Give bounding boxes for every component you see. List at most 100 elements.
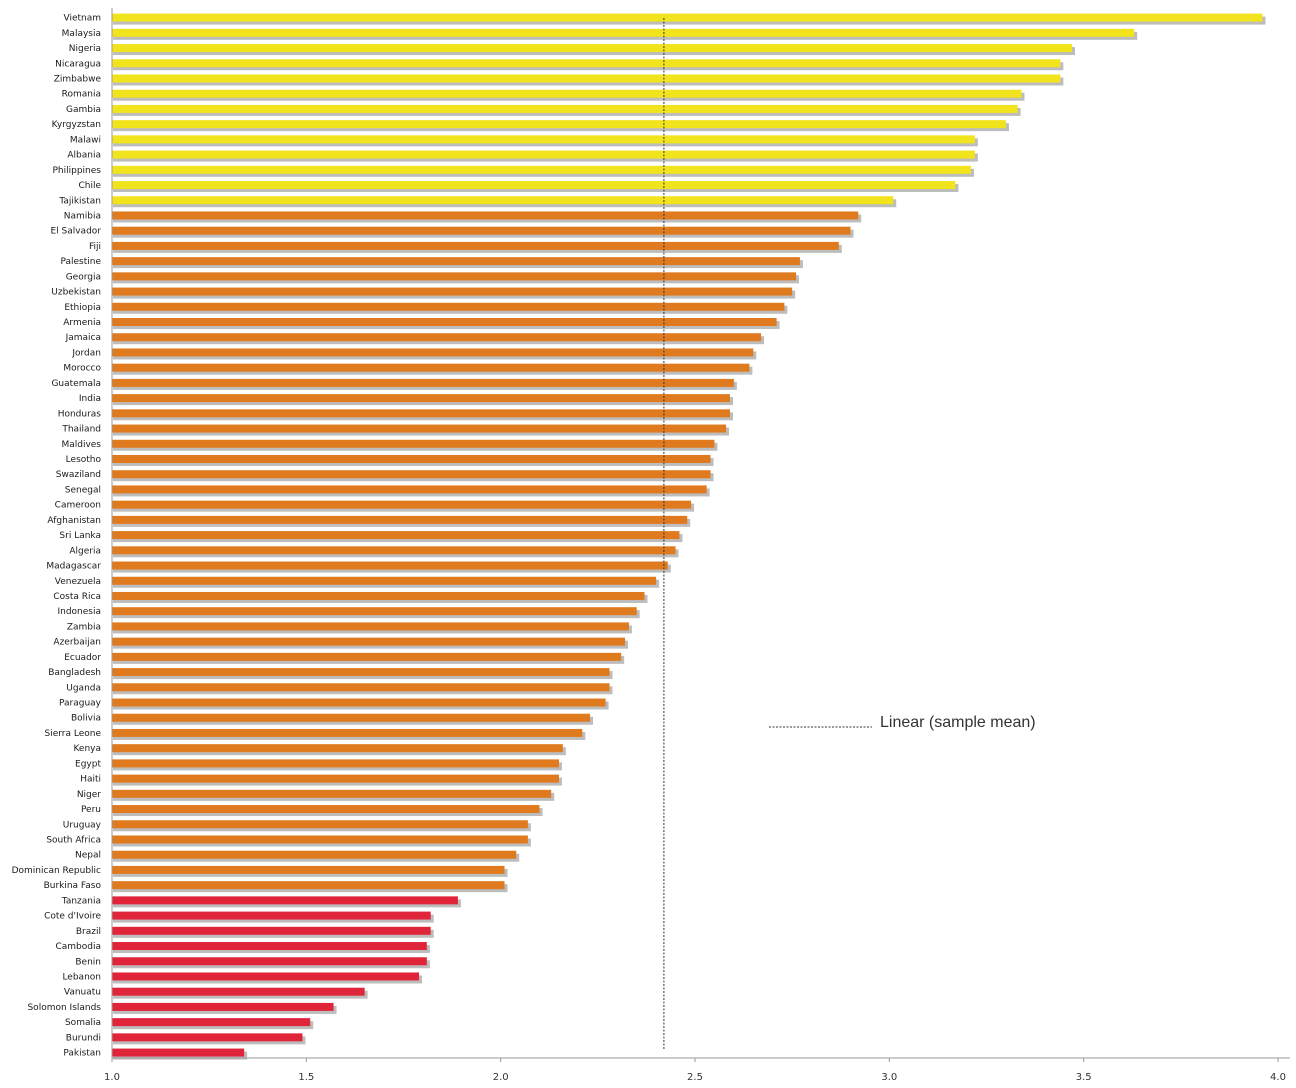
- bar: [112, 120, 1006, 129]
- bar: [112, 485, 707, 494]
- bar: [112, 13, 1263, 22]
- category-label: Venezuela: [55, 577, 101, 587]
- category-label: Fiji: [89, 242, 101, 252]
- bar: [112, 789, 552, 798]
- bar: [112, 698, 606, 707]
- bar: [112, 424, 727, 433]
- category-label: Lesotho: [66, 455, 102, 465]
- bar: [112, 957, 427, 966]
- category-label: Zimbabwe: [54, 74, 102, 84]
- category-label: Brazil: [76, 927, 101, 937]
- bar: [112, 637, 626, 646]
- category-label: Peru: [81, 805, 101, 815]
- bar: [112, 865, 505, 874]
- bar: [112, 942, 427, 951]
- category-label: Indonesia: [57, 607, 101, 617]
- category-label: Solomon Islands: [27, 1003, 101, 1013]
- bar: [112, 165, 971, 174]
- x-tick-label: 1.0: [104, 1072, 120, 1083]
- category-label: Chile: [78, 181, 101, 191]
- category-label: Georgia: [66, 272, 101, 282]
- bar: [112, 622, 629, 631]
- category-label: Niger: [77, 790, 101, 800]
- category-label: Cambodia: [55, 942, 101, 952]
- category-label: Kyrgyzstan: [52, 120, 101, 130]
- category-label: Malaysia: [62, 29, 101, 39]
- category-label: Madagascar: [46, 562, 101, 572]
- category-label: Sri Lanka: [59, 531, 101, 541]
- bar: [112, 561, 668, 570]
- bar: [112, 59, 1061, 68]
- bar: [112, 394, 730, 403]
- category-labels: Vietnam Malaysia Nigeria Nicaragua Zimbabwe R…: [12, 14, 102, 1059]
- category-label: Senegal: [65, 485, 101, 495]
- bar: [112, 972, 420, 981]
- bar: [112, 439, 715, 448]
- category-label: India: [79, 394, 101, 404]
- category-label: Ecuador: [64, 653, 101, 663]
- bar: [112, 241, 839, 250]
- x-tick-label: 2.5: [687, 1072, 703, 1083]
- bar: [112, 272, 797, 281]
- bar: [112, 74, 1061, 83]
- bar: [112, 500, 692, 509]
- category-label: Afghanistan: [47, 516, 101, 526]
- x-tick-label: 2.0: [493, 1072, 509, 1083]
- bar: [112, 181, 956, 190]
- category-label: Thailand: [61, 425, 101, 435]
- category-label: South Africa: [46, 835, 101, 845]
- category-label: Burundi: [66, 1033, 101, 1043]
- bar: [112, 226, 851, 235]
- bar: [112, 104, 1018, 113]
- bars-group: [112, 13, 1266, 1060]
- category-label: Bolivia: [71, 714, 101, 724]
- bar: [112, 470, 711, 479]
- category-label: Somalia: [65, 1018, 101, 1028]
- bar: [112, 881, 505, 890]
- category-label: Uzbekistan: [51, 288, 101, 298]
- bar: [112, 728, 583, 737]
- category-label: Honduras: [58, 409, 102, 419]
- bar: [112, 378, 734, 387]
- bar: [112, 363, 750, 372]
- bar: [112, 911, 431, 920]
- bar: [112, 409, 730, 418]
- category-label: Morocco: [63, 364, 101, 374]
- category-label: Jordan: [71, 348, 101, 358]
- category-label: Cote d'Ivoire: [44, 912, 101, 922]
- category-label: Uruguay: [63, 820, 102, 830]
- bar: [112, 576, 657, 585]
- bar: [112, 28, 1135, 37]
- bar: [112, 515, 688, 524]
- x-tick-label: 3.5: [1076, 1072, 1092, 1083]
- category-label: Cameroon: [55, 501, 101, 511]
- bar: [112, 835, 528, 844]
- bar: [112, 135, 975, 144]
- bar: [112, 287, 793, 296]
- category-label: Armenia: [63, 318, 101, 328]
- bar: [112, 713, 591, 722]
- category-label: Benin: [75, 957, 101, 967]
- category-label: Azerbaijan: [53, 638, 101, 648]
- category-label: Burkina Faso: [44, 881, 102, 891]
- x-axis-ticks: 1.0 1.5 2.0 2.5 3.0 3.5 4.0: [104, 1058, 1286, 1083]
- category-label: Nigeria: [69, 44, 101, 54]
- bar: [112, 668, 610, 677]
- bar: [112, 987, 365, 996]
- category-label: Romania: [62, 90, 101, 100]
- category-label: Philippines: [53, 166, 102, 176]
- category-label: Tajikistan: [58, 196, 101, 206]
- category-label: Namibia: [64, 211, 101, 221]
- category-label: El Salvador: [50, 227, 101, 237]
- category-label: Haiti: [80, 775, 101, 785]
- bar: [112, 774, 559, 783]
- bar: [112, 1048, 245, 1057]
- bar: [112, 196, 894, 205]
- category-label: Dominican Republic: [12, 866, 101, 876]
- x-tick-label: 4.0: [1270, 1072, 1286, 1083]
- bar: [112, 454, 711, 463]
- category-label: Maldives: [61, 440, 101, 450]
- bar: [112, 744, 563, 753]
- bar: [112, 348, 754, 357]
